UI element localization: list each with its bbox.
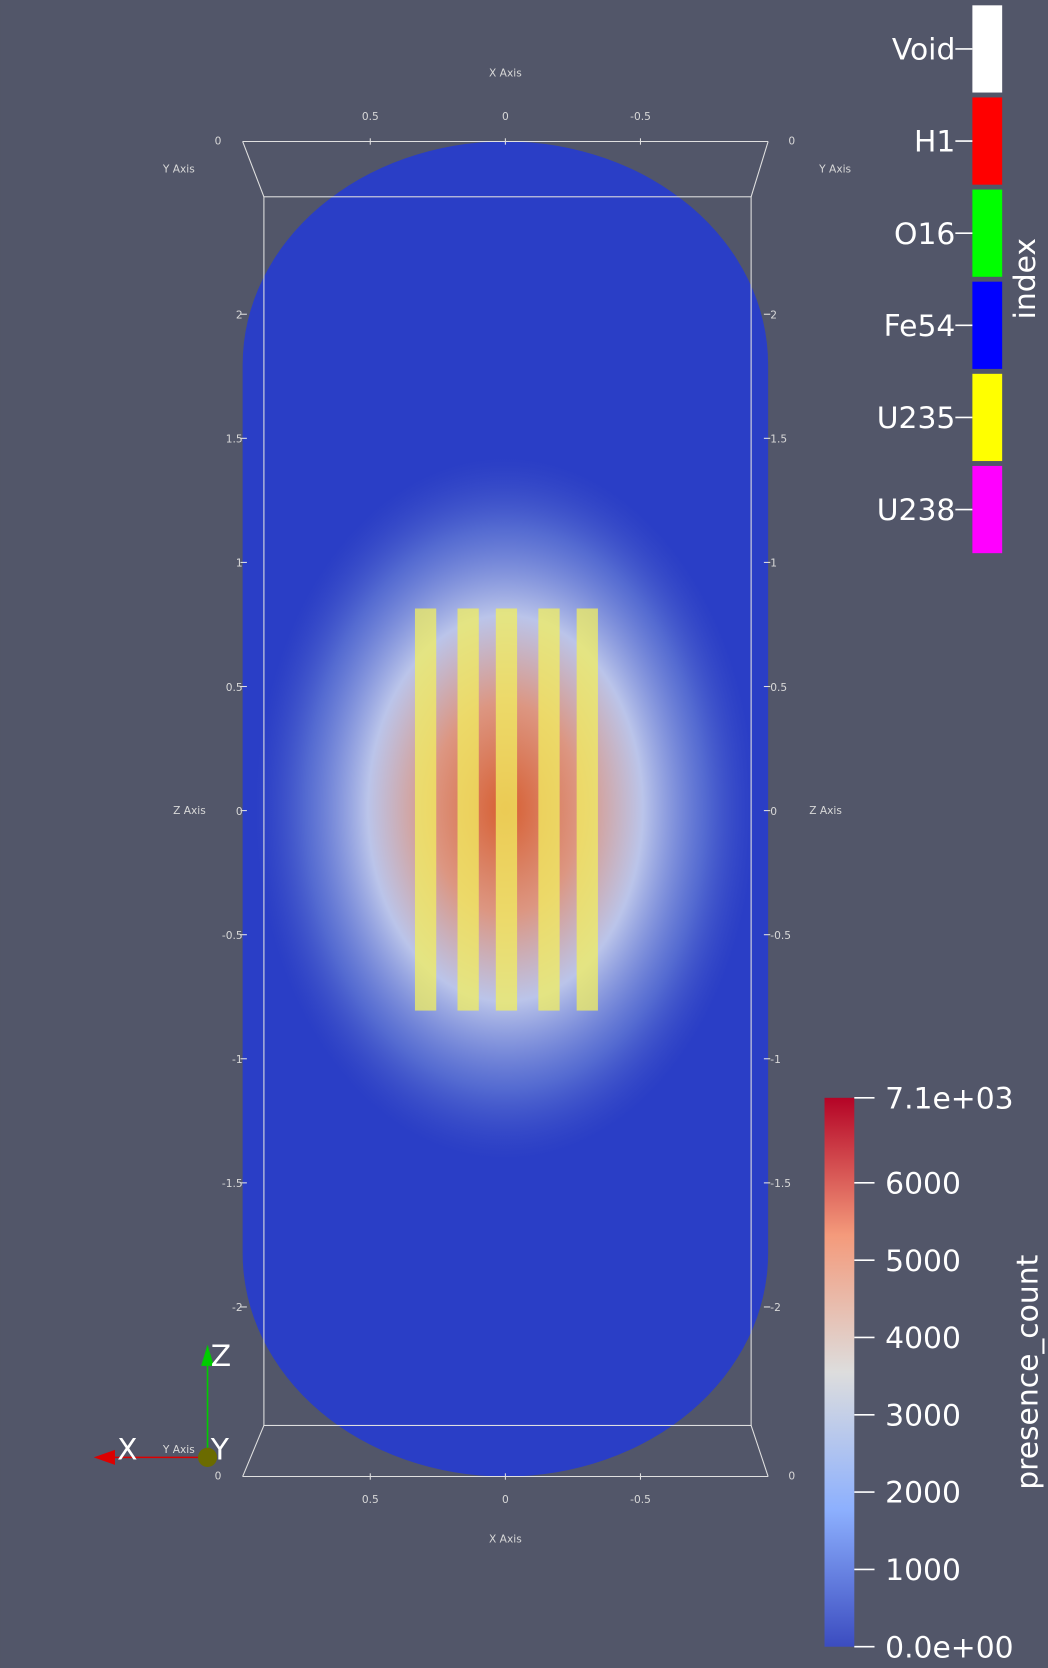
colorbar-tick-label: 2000	[885, 1476, 961, 1511]
colorbar-tick-label: 4000	[885, 1321, 961, 1356]
z-tick-label: 2	[236, 308, 243, 321]
legend-swatch	[972, 281, 1003, 369]
z-tick-label: 1.5	[226, 433, 243, 446]
legend-swatch	[972, 5, 1003, 93]
orientation-z: Z	[211, 1339, 231, 1374]
z-tick-label: -1.5	[770, 1177, 791, 1190]
index-legend: Void H1 O16 Fe54 U235 U238	[877, 5, 1003, 554]
z-tick-label: -2	[770, 1301, 781, 1314]
legend-swatch	[972, 189, 1003, 277]
z-tick-label: 0.5	[226, 681, 243, 694]
x-axis-title: X Axis	[489, 1532, 522, 1545]
orientation-axes: Z X Y	[93, 1339, 231, 1468]
legend-title: index	[1008, 238, 1043, 319]
colorbar-title: presence_count	[1010, 1255, 1045, 1490]
colorbar-tick-label: 5000	[885, 1244, 961, 1279]
y-axis-title: Y Axis	[818, 162, 851, 175]
y-tick-label: 0	[788, 1470, 795, 1483]
z-axis-title: Z Axis	[809, 804, 842, 817]
z-tick-label: 2	[770, 308, 777, 321]
z-tick-label: 0	[770, 805, 777, 818]
colorbar-ticks: 7.1e+03 6000 5000 4000 3000 2000 1000 0.0e+00	[854, 1081, 1014, 1665]
x-tick-label: 0	[502, 110, 509, 123]
y-axis-title: Y Axis	[162, 162, 195, 175]
x-tick-label: 0	[502, 1493, 509, 1506]
z-tick-label: -0.5	[770, 929, 791, 942]
legend-label: O16	[894, 217, 955, 252]
z-tick-label: -0.5	[222, 929, 243, 942]
y-axis-title: Y Axis	[162, 1443, 195, 1456]
z-tick-label: 1	[770, 557, 777, 570]
legend-swatch	[972, 373, 1003, 462]
y-tick-label: 0	[788, 135, 795, 148]
z-tick-label: 0.5	[770, 681, 787, 694]
z-tick-label: -1	[770, 1053, 781, 1066]
legend-label: H1	[914, 125, 955, 160]
colorbar-tick-label: 6000	[885, 1166, 961, 1201]
x-tick-label: 0.5	[362, 110, 379, 123]
z-tick-label: 1	[236, 557, 243, 570]
colorbar-tick-label: 0.0e+00	[885, 1630, 1013, 1665]
x-tick-label: 0.5	[362, 1493, 379, 1506]
colorbar-tick-label: 7.1e+03	[885, 1081, 1013, 1116]
x-tick-label: -0.5	[630, 1493, 651, 1506]
legend-swatch	[972, 97, 1003, 185]
z-tick-label: -1.5	[222, 1177, 243, 1190]
colorbar-tick-label: 1000	[885, 1553, 961, 1588]
geometry	[242, 141, 769, 1477]
y-tick-label: 0	[215, 135, 222, 148]
legend-swatch	[972, 465, 1003, 554]
orientation-y: Y	[210, 1433, 230, 1468]
orientation-x: X	[117, 1433, 137, 1468]
x-axis-title: X Axis	[489, 67, 522, 80]
axes-grid: X Axis X Axis Y Axis Y Axis Y Axis Z Axis Z Ax…	[162, 67, 852, 1546]
colorbar	[824, 1097, 855, 1647]
z-axis-title: Z Axis	[173, 804, 206, 817]
legend-label: U235	[877, 401, 956, 436]
x-tick-label: -0.5	[630, 110, 651, 123]
z-tick-label: 0	[236, 805, 243, 818]
legend-label: Void	[892, 33, 955, 68]
legend-label: Fe54	[884, 309, 956, 344]
fuel-rods	[414, 608, 598, 1011]
legend-label: U238	[877, 493, 956, 528]
z-tick-label: 1.5	[770, 433, 787, 446]
z-tick-label: -1	[232, 1053, 243, 1066]
colorbar-tick-label: 3000	[885, 1398, 961, 1433]
y-tick-label: 0	[215, 1470, 222, 1483]
z-tick-label: -2	[232, 1301, 243, 1314]
